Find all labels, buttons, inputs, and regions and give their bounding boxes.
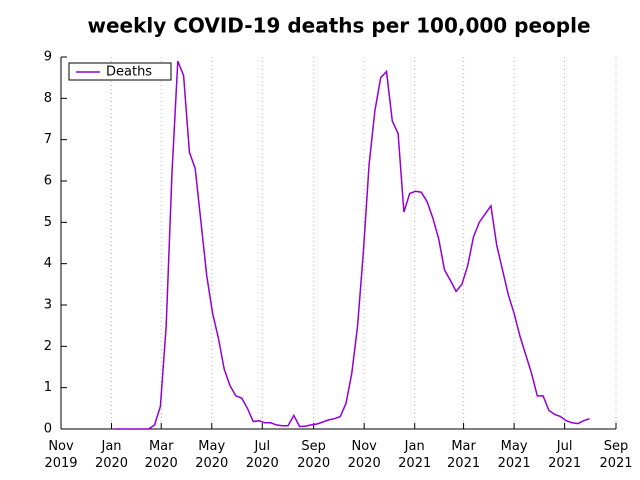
data-line (114, 60, 590, 430)
y-tick-label: 6 (44, 174, 52, 189)
y-tick-label: 9 (44, 50, 52, 65)
legend-box (68, 62, 172, 81)
legend: Deaths (68, 62, 172, 81)
x-tick-label: May 2020 (195, 439, 229, 471)
chart-title: weekly COVID-19 deaths per 100,000 peopl… (87, 14, 590, 38)
x-tick-label: Jul 2020 (245, 439, 279, 471)
x-tick-label: Sep 2021 (599, 439, 633, 471)
y-tick-label: 1 (44, 380, 52, 395)
x-tick-label: Jan 2021 (398, 439, 432, 471)
x-tick-label: Jul 2021 (548, 439, 582, 471)
x-tick-label: Mar 2020 (144, 439, 178, 471)
x-tick-label: Nov 2020 (347, 439, 381, 471)
x-tick-label: Jan 2020 (94, 439, 129, 471)
x-tick-label: Sep 2020 (297, 439, 331, 471)
y-tick-label: 2 (44, 339, 52, 354)
y-tick-label: 0 (44, 422, 52, 437)
y-tick-label: 7 (44, 132, 52, 147)
legend-label: Deaths (106, 65, 152, 80)
x-tick-label: Nov 2019 (44, 439, 78, 471)
x-tick-label: Mar 2021 (447, 439, 481, 471)
y-tick-label: 3 (44, 298, 52, 313)
y-tick-label: 5 (44, 215, 52, 230)
y-tick-label: 4 (44, 256, 52, 271)
y-tick-label: 8 (44, 91, 52, 106)
x-tick-label: May 2021 (497, 439, 531, 471)
